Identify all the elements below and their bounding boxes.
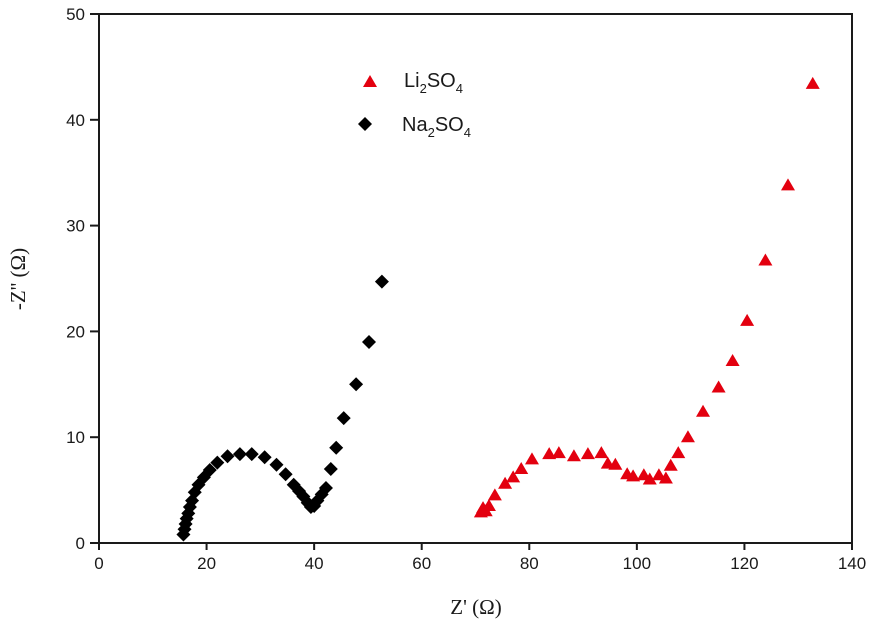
x-axis-label: Z' (Ω) bbox=[450, 595, 501, 619]
series-li2so4 bbox=[473, 76, 820, 518]
data-point-triangle bbox=[551, 446, 566, 459]
data-point-triangle bbox=[642, 472, 657, 485]
x-tick-label: 80 bbox=[520, 554, 539, 573]
data-point-triangle bbox=[671, 446, 686, 459]
data-point-triangle bbox=[651, 468, 666, 481]
data-point-triangle bbox=[805, 76, 820, 89]
data-point-diamond bbox=[329, 440, 344, 455]
data-point-triangle bbox=[524, 452, 539, 465]
data-point-triangle bbox=[658, 471, 673, 484]
data-point-diamond bbox=[318, 480, 333, 495]
plot-frame bbox=[98, 13, 853, 544]
y-tick-label: 30 bbox=[66, 217, 85, 236]
data-point-triangle bbox=[506, 470, 521, 483]
data-markers bbox=[176, 76, 820, 542]
data-point-triangle bbox=[740, 313, 755, 326]
y-tick-label: 40 bbox=[66, 111, 85, 130]
legend: Li2SO4 Na2SO4 bbox=[358, 70, 471, 140]
data-point-triangle bbox=[608, 457, 623, 470]
data-point-diamond bbox=[362, 334, 377, 349]
data-point-diamond bbox=[269, 457, 284, 472]
y-tick-label: 20 bbox=[66, 322, 85, 341]
data-point-diamond bbox=[202, 462, 217, 477]
data-point-triangle bbox=[481, 498, 496, 511]
data-point-triangle bbox=[626, 469, 641, 482]
data-point-diamond bbox=[210, 455, 225, 470]
y-axis-label: -Z'' (Ω) bbox=[6, 248, 30, 310]
data-point-diamond bbox=[232, 447, 247, 462]
data-point-diamond bbox=[323, 461, 338, 476]
data-point-diamond bbox=[374, 274, 389, 289]
legend-marker-na2so4 bbox=[358, 117, 372, 131]
x-axis: 0 20 40 60 80 100 120 140 bbox=[94, 543, 866, 573]
data-point-triangle bbox=[580, 447, 595, 460]
data-point-triangle bbox=[514, 461, 529, 474]
data-point-triangle bbox=[594, 446, 609, 459]
data-point-diamond bbox=[349, 377, 364, 392]
x-tick-label: 40 bbox=[305, 554, 324, 573]
x-tick-label: 0 bbox=[94, 554, 103, 573]
legend-label-li2so4: Li2SO4 bbox=[404, 70, 463, 96]
data-point-triangle bbox=[696, 404, 711, 417]
data-point-diamond bbox=[244, 447, 259, 462]
x-tick-label: 60 bbox=[412, 554, 431, 573]
x-tick-label: 100 bbox=[623, 554, 651, 573]
x-tick-label: 120 bbox=[730, 554, 758, 573]
data-point-triangle bbox=[711, 380, 726, 393]
y-tick-label: 10 bbox=[66, 428, 85, 447]
data-point-triangle bbox=[566, 449, 581, 462]
legend-marker-li2so4 bbox=[363, 75, 377, 87]
data-point-diamond bbox=[220, 449, 235, 464]
data-point-diamond bbox=[336, 411, 351, 426]
data-point-diamond bbox=[257, 450, 272, 465]
data-point-triangle bbox=[498, 476, 513, 489]
x-tick-label: 140 bbox=[838, 554, 866, 573]
data-point-triangle bbox=[680, 430, 695, 443]
legend-label-na2so4: Na2SO4 bbox=[402, 114, 471, 140]
data-point-triangle bbox=[542, 447, 557, 460]
x-tick-label: 20 bbox=[197, 554, 216, 573]
data-point-triangle bbox=[663, 458, 678, 471]
data-point-triangle bbox=[725, 354, 740, 367]
y-axis: 0 10 20 30 40 50 bbox=[66, 5, 99, 553]
data-point-triangle bbox=[758, 253, 773, 266]
data-point-triangle bbox=[487, 488, 502, 501]
y-tick-label: 0 bbox=[76, 534, 85, 553]
data-point-triangle bbox=[780, 178, 795, 191]
data-point-diamond bbox=[278, 467, 293, 482]
y-tick-label: 50 bbox=[66, 5, 85, 24]
series-na2so4 bbox=[176, 274, 389, 542]
